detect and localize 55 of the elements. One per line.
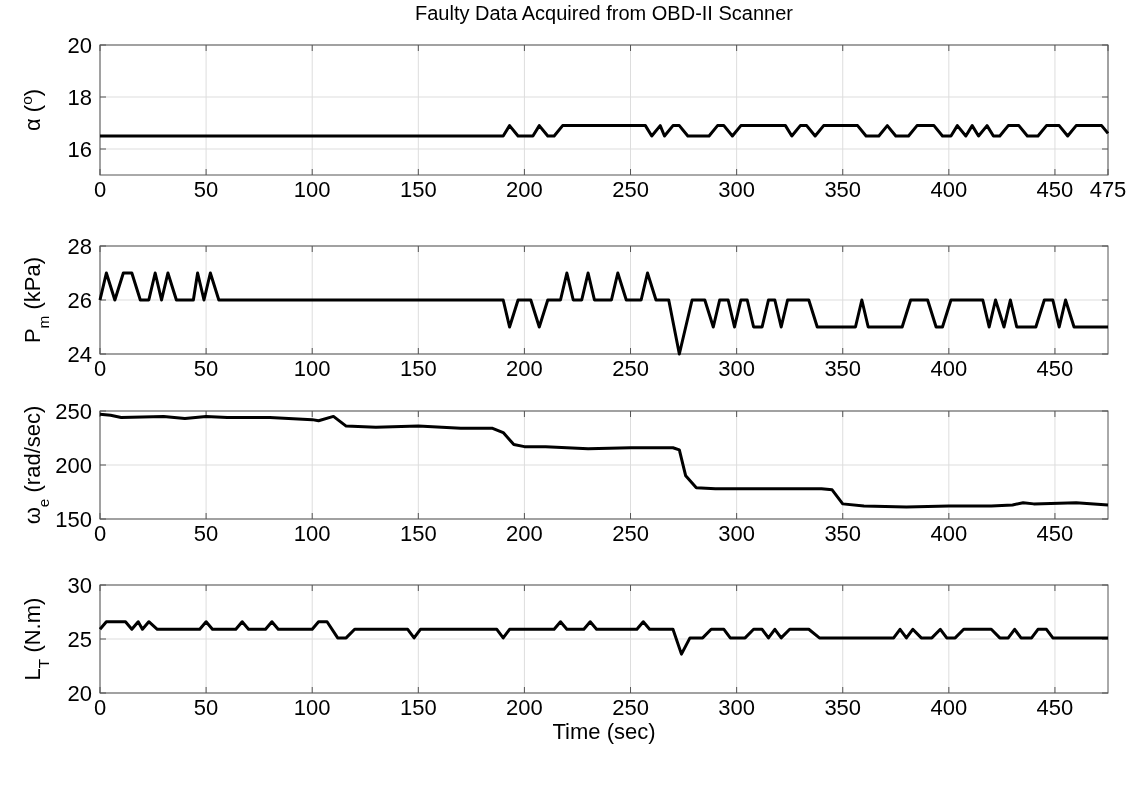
y-tick-label: 250	[55, 399, 92, 424]
x-tick-label: 100	[293, 177, 331, 202]
x-tick-label: 150	[399, 695, 437, 720]
x-tick-label: 350	[824, 695, 862, 720]
y-tick-label: 28	[67, 234, 92, 259]
y-tick-label: 30	[67, 573, 92, 598]
x-tick-label: 150	[399, 521, 437, 546]
x-tick-label: 350	[824, 356, 862, 381]
x-tick-label: 250	[612, 356, 649, 381]
chart-title: Faulty Data Acquired from OBD-II Scanner	[415, 2, 794, 24]
x-tick-label: 250	[612, 177, 649, 202]
x-tick-label: 250	[612, 521, 649, 546]
x-tick-label: 350	[824, 177, 862, 202]
x-tick-label: 400	[930, 695, 968, 720]
y-tick-label: 24	[67, 342, 92, 367]
x-tick-label: 100	[293, 695, 331, 720]
x-tick-label: 200	[506, 695, 543, 720]
y-tick-label: 20	[67, 681, 92, 706]
x-tick-label: 450	[1036, 177, 1074, 202]
x-tick-label: 350	[824, 521, 862, 546]
x-tick-label: 450	[1036, 356, 1074, 381]
x-tick-label: 300	[718, 695, 755, 720]
y-tick-label: 18	[67, 85, 92, 110]
x-tick-label: 400	[930, 356, 968, 381]
x-tick-label: 475	[1089, 177, 1127, 202]
x-tick-label: 0	[93, 695, 107, 720]
y-tick-label: 20	[67, 33, 92, 58]
x-tick-label: 150	[399, 177, 437, 202]
x-tick-label: 400	[930, 521, 968, 546]
x-tick-label: 200	[506, 521, 543, 546]
x-tick-label: 0	[93, 177, 107, 202]
x-tick-label: 450	[1036, 521, 1074, 546]
x-tick-label: 300	[718, 356, 755, 381]
x-tick-label: 50	[193, 356, 219, 381]
x-tick-label: 50	[193, 695, 219, 720]
line-series	[98, 620, 1110, 656]
x-tick-label: 450	[1036, 695, 1074, 720]
y-tick-label: 26	[67, 288, 92, 313]
x-tick-label: 300	[718, 177, 755, 202]
x-axis-title: Time (sec)	[552, 719, 656, 744]
y-tick-label: 16	[67, 137, 92, 162]
x-tick-label: 0	[93, 356, 107, 381]
y-tick-label: 200	[55, 453, 92, 478]
y-tick-label: 25	[67, 627, 92, 652]
x-tick-label: 250	[612, 695, 649, 720]
x-tick-label: 300	[718, 521, 755, 546]
x-tick-label: 50	[193, 177, 219, 202]
x-tick-label: 200	[506, 356, 543, 381]
x-tick-label: 100	[293, 356, 331, 381]
x-tick-label: 50	[193, 521, 219, 546]
x-tick-label: 200	[506, 177, 543, 202]
x-tick-label: 100	[293, 521, 331, 546]
x-tick-label: 0	[93, 521, 107, 546]
x-tick-label: 150	[399, 356, 437, 381]
x-tick-label: 400	[930, 177, 968, 202]
